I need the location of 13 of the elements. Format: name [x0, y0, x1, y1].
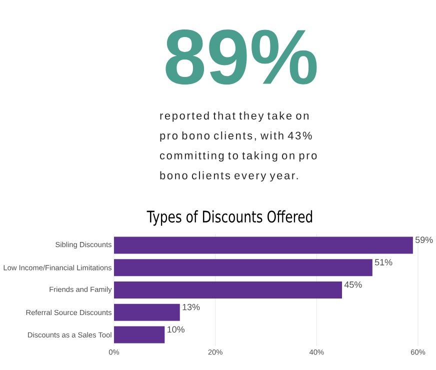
- bar: [114, 259, 372, 276]
- data-label: 45%: [344, 281, 362, 288]
- data-label: 10%: [168, 326, 184, 333]
- text: 89%: [166, 30, 317, 85]
- bar: [114, 304, 180, 321]
- bar: [114, 326, 165, 344]
- data-label: 13%: [182, 304, 200, 310]
- bar: [114, 282, 342, 298]
- text: reported that they take on pro bono clients, with 43% committing to taking on pro bono clients every year.: [160, 112, 317, 182]
- data-label: 51%: [374, 259, 392, 266]
- data-label: 59%: [415, 236, 433, 244]
- bar: [114, 236, 413, 254]
- chart-title: Types of Discounts Offered: [146, 210, 312, 226]
